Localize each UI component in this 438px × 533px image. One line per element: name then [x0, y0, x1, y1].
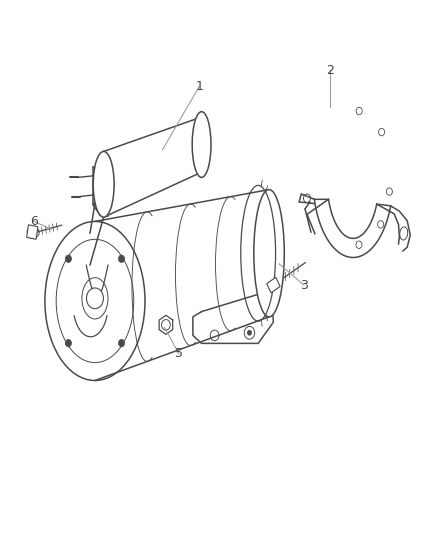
Circle shape [86, 288, 103, 309]
Text: 3: 3 [300, 279, 308, 292]
Ellipse shape [93, 151, 114, 217]
Text: 6: 6 [30, 215, 38, 228]
Ellipse shape [254, 190, 284, 317]
Text: 5: 5 [175, 348, 183, 360]
Circle shape [248, 330, 251, 335]
Bar [27, 225, 38, 239]
Circle shape [65, 255, 71, 262]
Ellipse shape [192, 112, 211, 177]
Circle shape [65, 340, 71, 347]
Text: 1: 1 [195, 80, 203, 93]
Circle shape [118, 255, 124, 262]
Circle shape [118, 340, 124, 347]
Text: 2: 2 [326, 64, 334, 77]
Bar [267, 277, 280, 293]
